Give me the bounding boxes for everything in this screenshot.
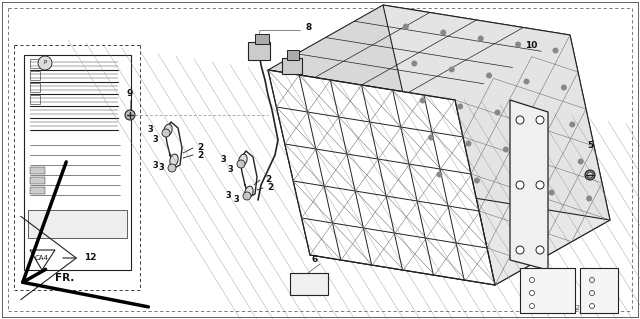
- Bar: [30, 83, 40, 92]
- Bar: [30, 59, 40, 68]
- Text: 3: 3: [225, 190, 231, 199]
- Circle shape: [162, 129, 170, 137]
- Circle shape: [440, 29, 446, 35]
- Circle shape: [511, 183, 517, 189]
- Circle shape: [585, 170, 595, 180]
- Circle shape: [168, 164, 176, 172]
- Circle shape: [536, 181, 544, 189]
- Circle shape: [420, 98, 426, 103]
- Text: 3: 3: [227, 166, 233, 174]
- Text: 7: 7: [542, 273, 548, 283]
- Bar: [287, 50, 299, 60]
- Circle shape: [457, 103, 463, 109]
- Circle shape: [540, 152, 547, 159]
- Circle shape: [495, 109, 500, 115]
- Circle shape: [38, 56, 52, 70]
- Text: 9: 9: [127, 88, 133, 98]
- Circle shape: [516, 181, 524, 189]
- Circle shape: [428, 135, 434, 140]
- Text: 10: 10: [525, 41, 538, 49]
- Bar: [30, 95, 40, 104]
- Ellipse shape: [239, 154, 247, 166]
- Bar: [255, 34, 269, 44]
- Circle shape: [412, 61, 417, 66]
- Ellipse shape: [170, 154, 178, 166]
- Text: 5: 5: [587, 140, 593, 150]
- Text: 3: 3: [158, 164, 164, 173]
- Bar: [30, 187, 45, 194]
- Text: 11: 11: [594, 273, 606, 283]
- Circle shape: [474, 177, 480, 183]
- Bar: [520, 268, 575, 313]
- Polygon shape: [268, 5, 570, 100]
- Polygon shape: [30, 250, 55, 270]
- Circle shape: [589, 278, 595, 283]
- Circle shape: [125, 110, 135, 120]
- Circle shape: [529, 278, 534, 283]
- Text: 3: 3: [147, 125, 153, 135]
- Circle shape: [486, 72, 492, 78]
- Circle shape: [477, 35, 484, 41]
- Circle shape: [516, 246, 524, 254]
- Circle shape: [536, 246, 544, 254]
- Circle shape: [552, 48, 559, 54]
- Circle shape: [570, 122, 575, 128]
- Text: 12: 12: [84, 254, 96, 263]
- Circle shape: [515, 41, 521, 48]
- Text: 3: 3: [152, 136, 158, 145]
- Text: 2: 2: [197, 151, 203, 160]
- Circle shape: [243, 192, 251, 200]
- Text: 3: 3: [220, 155, 226, 165]
- Polygon shape: [268, 70, 495, 285]
- Text: S5B4B1326: S5B4B1326: [545, 305, 585, 311]
- Polygon shape: [268, 70, 495, 285]
- Text: P: P: [44, 61, 47, 65]
- Circle shape: [529, 303, 534, 308]
- Bar: [30, 71, 40, 80]
- Circle shape: [237, 160, 245, 168]
- Circle shape: [587, 172, 593, 178]
- Circle shape: [586, 196, 592, 202]
- Circle shape: [529, 291, 534, 295]
- Text: 3: 3: [233, 196, 239, 204]
- Circle shape: [548, 189, 555, 196]
- Circle shape: [578, 159, 584, 165]
- Circle shape: [561, 85, 567, 91]
- Circle shape: [589, 291, 595, 295]
- Polygon shape: [510, 100, 548, 270]
- Circle shape: [536, 116, 544, 124]
- Circle shape: [449, 66, 454, 72]
- Circle shape: [532, 115, 538, 122]
- Text: 8: 8: [305, 24, 311, 33]
- Bar: [248, 42, 270, 60]
- Text: 2: 2: [265, 175, 271, 184]
- Ellipse shape: [164, 124, 172, 136]
- Text: FR.: FR.: [55, 273, 74, 283]
- Bar: [30, 177, 45, 184]
- Text: 2: 2: [197, 144, 203, 152]
- Bar: [30, 167, 45, 174]
- Bar: [24, 55, 131, 270]
- Bar: [28, 210, 127, 238]
- Circle shape: [524, 78, 529, 85]
- Circle shape: [516, 116, 524, 124]
- Bar: [282, 58, 302, 74]
- Text: 3: 3: [152, 160, 158, 169]
- Circle shape: [589, 303, 595, 308]
- Ellipse shape: [245, 186, 253, 198]
- Circle shape: [403, 24, 409, 29]
- Polygon shape: [383, 5, 610, 220]
- Polygon shape: [455, 35, 610, 285]
- Text: 2: 2: [267, 183, 273, 192]
- Circle shape: [436, 172, 442, 177]
- Bar: [290, 273, 328, 295]
- Bar: [580, 268, 618, 313]
- Circle shape: [503, 146, 509, 152]
- Text: CA4: CA4: [35, 255, 49, 261]
- Polygon shape: [310, 190, 610, 285]
- Text: 6: 6: [312, 256, 318, 264]
- Circle shape: [465, 140, 472, 146]
